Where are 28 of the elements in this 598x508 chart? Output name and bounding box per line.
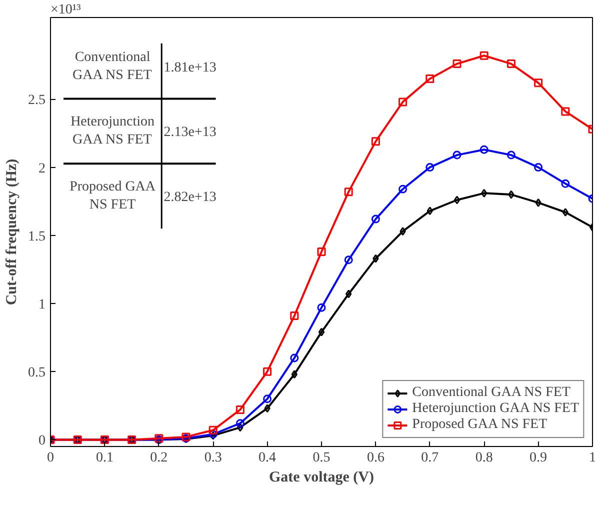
annotation: Conventional GAA NS FET xyxy=(72,50,152,83)
annotation: 2.82e+13 xyxy=(164,190,216,206)
legend-label: Conventional GAA NS FET xyxy=(412,385,570,401)
x-tick-label: 0.3 xyxy=(204,450,222,466)
x-tick-label: 0.7 xyxy=(421,450,439,466)
x-tick-label: 0.5 xyxy=(312,450,330,466)
x-tick-label: 0.4 xyxy=(258,450,276,466)
y-tick-label: 2.5 xyxy=(28,93,46,108)
annotation: Proposed GAA NS FET xyxy=(70,180,156,213)
legend-label: Heterojunction GAA NS FET xyxy=(412,401,579,417)
x-tick-label: 0.8 xyxy=(475,450,493,466)
y-tick-label: 0 xyxy=(38,434,46,449)
x-axis-title: Gate voltage (V) xyxy=(269,470,374,486)
x-tick-label: 0.6 xyxy=(366,450,384,466)
y-tick-label: 0.5 xyxy=(28,366,46,381)
x-tick-label: 0.9 xyxy=(530,450,548,466)
x-tick-label: 0.2 xyxy=(150,450,168,466)
annotation: 2.13e+13 xyxy=(164,125,216,140)
x-tick-label: 0.1 xyxy=(96,450,114,466)
text: ×10¹³ xyxy=(50,2,81,18)
x-tick-label: 1 xyxy=(589,450,596,466)
y-tick-label: 2 xyxy=(38,161,46,176)
annotation: 1.81e+13 xyxy=(164,60,216,76)
legend-label: Proposed GAA NS FET xyxy=(412,417,548,433)
y-tick-label: 1.5 xyxy=(28,229,46,244)
annotation: Heterojunction GAA NS FET xyxy=(70,114,155,148)
y-tick-label: 1 xyxy=(38,298,46,312)
y-axis-title: Cut-off frequency (Hz) xyxy=(4,158,20,306)
